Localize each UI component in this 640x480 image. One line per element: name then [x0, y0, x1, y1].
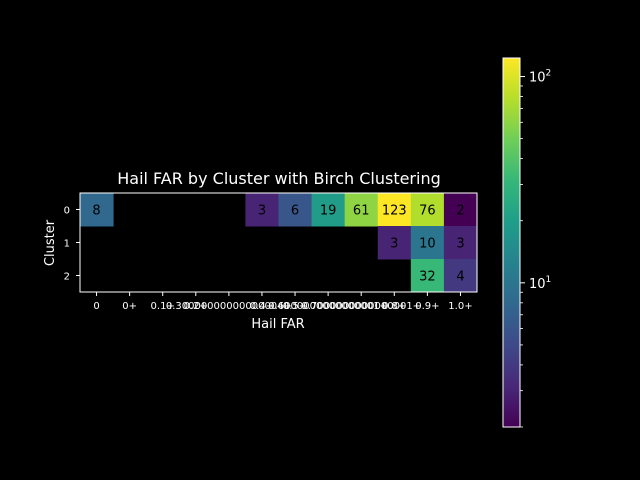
x-tick-label: 0.1+: [151, 301, 175, 312]
cell-value-label: 4: [456, 270, 464, 285]
x-tick-label: 0+: [122, 301, 137, 312]
cell-value-label: 10: [419, 237, 436, 252]
heatmap-cell: [245, 193, 279, 227]
y-tick-label: 2: [64, 272, 70, 283]
colorbar-gradient: [502, 57, 521, 428]
y-tick-label: 0: [64, 206, 70, 217]
heatmap-cell: [443, 259, 478, 293]
heatmap-cell: [443, 226, 478, 260]
y-axis-label: Cluster: [43, 219, 58, 266]
y-tick-label: 1: [64, 239, 70, 250]
cell-value-label: 8: [92, 204, 100, 219]
x-axis-ticks: 0 0+ 0.1+ 0.2+0.30000000000000004+0.4+ 0.5+0…: [93, 292, 473, 312]
colorbar-tick-label: 102: [529, 69, 551, 86]
heatmap-cell: [410, 193, 445, 227]
cell-value-label: 19: [320, 204, 337, 219]
y-axis-ticks: 0 1 2: [64, 206, 80, 283]
cell-value-label: 6: [291, 204, 299, 219]
x-tick-label: 0.9+: [415, 301, 439, 312]
x-tick-label: 0.4+: [250, 301, 274, 312]
heatmap-cells: [80, 193, 478, 293]
colorbar-tick-label: 101: [529, 275, 551, 292]
cell-value-label: 3: [456, 237, 464, 252]
x-tick-label: 0.6000000000000001+: [268, 301, 388, 312]
chart-title: Hail FAR by Cluster with Birch Clusterin…: [117, 169, 441, 188]
colorbar-ticks: 101 102: [520, 69, 551, 428]
heatmap-cell: [443, 193, 478, 227]
heatmap-cell: [311, 193, 346, 227]
cell-value-label: 123: [382, 204, 407, 219]
x-axis-label: Hail FAR: [251, 317, 304, 332]
heatmap-cell: [377, 193, 412, 227]
colorbar: 101 102: [502, 57, 551, 428]
cell-value-label: 76: [419, 204, 436, 219]
cell-value-label: 61: [353, 204, 370, 219]
cell-value-label: 3: [390, 237, 398, 252]
cell-value-label: 3: [258, 204, 266, 219]
x-tick-label: 0.30000000000000004+: [166, 301, 292, 312]
heatmap-cell: [278, 193, 313, 227]
x-tick-label: 0.2+: [184, 301, 208, 312]
x-tick-label: 0.5+: [283, 301, 307, 312]
x-tick-label: 0.8+: [382, 301, 406, 312]
x-tick-label: 0: [93, 301, 99, 312]
heatmap-cell: [410, 259, 445, 293]
heatmap-cell: [377, 226, 412, 260]
heatmap-cell: [410, 226, 445, 260]
x-tick-label: 0.7000000000000001+: [301, 301, 421, 312]
cell-value-label: 2: [456, 204, 464, 219]
cell-value-label: 32: [419, 270, 436, 285]
cell-value-labels: 8 3 6 19 61 123 76 2 3 10 3 32 4: [92, 204, 464, 285]
heatmap-cell: [80, 193, 114, 227]
heatmap-cell: [344, 193, 379, 227]
x-tick-label: 1.0+: [448, 301, 472, 312]
